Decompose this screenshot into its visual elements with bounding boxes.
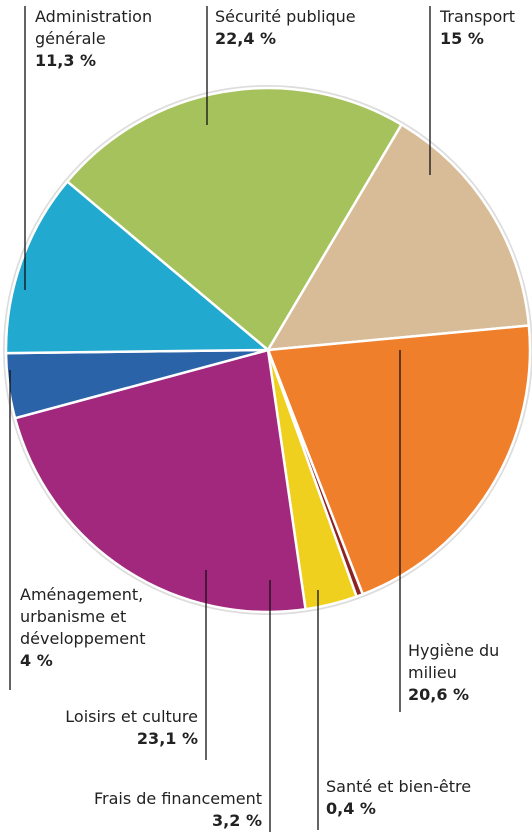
category-name: Administration générale — [35, 7, 153, 48]
category-name: Frais de financement — [93, 789, 262, 808]
pie-slice — [4, 179, 272, 355]
slice-label: Frais de financement 3,2 % — [60, 788, 262, 832]
value-label: 22,4 % — [215, 29, 277, 48]
pie-slice — [265, 122, 531, 352]
slice-label: Loisirs et culture 23,1 % — [10, 706, 198, 750]
pie-slice — [266, 324, 532, 596]
category-name: Loisirs et culture — [65, 707, 198, 726]
slice-label: Transport 15 % — [440, 6, 530, 50]
value-label: 11,3 % — [35, 51, 97, 70]
slice-label: Administration générale 11,3 % — [35, 6, 205, 72]
value-label: 23,1 % — [136, 729, 198, 748]
slice-label: Hygiène du milieu 20,6 % — [408, 640, 518, 706]
value-label: 15 % — [440, 29, 484, 48]
pie-slice — [13, 348, 307, 614]
category-name: Hygiène du milieu — [408, 641, 500, 682]
category-name: Aménagement, urbanisme et développement — [20, 585, 146, 648]
slice-label: Aménagement, urbanisme et développement 4… — [20, 584, 180, 672]
value-label: 20,6 % — [408, 685, 470, 704]
category-name: Sécurité publique — [215, 7, 356, 26]
category-name: Transport — [440, 7, 516, 26]
value-label: 4 % — [20, 651, 53, 670]
value-label: 3,2 % — [212, 811, 262, 830]
category-name: Santé et bien-être — [326, 777, 472, 796]
pie-slice — [65, 86, 404, 352]
value-label: 0,4 % — [326, 799, 376, 818]
slice-label: Santé et bien-être 0,4 % — [326, 776, 526, 820]
slice-label: Sécurité publique 22,4 % — [215, 6, 365, 50]
